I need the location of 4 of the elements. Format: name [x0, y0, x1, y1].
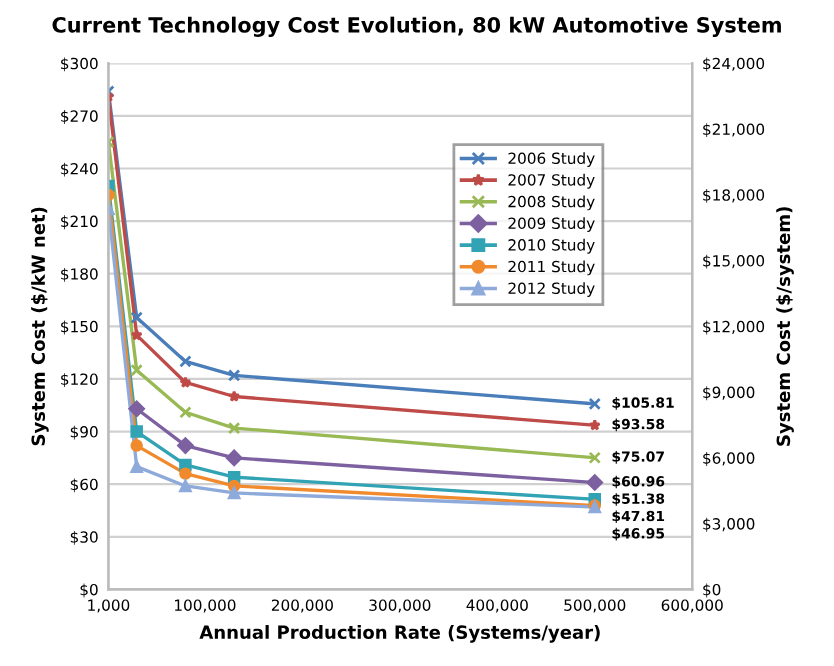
chart-title: Current Technology Cost Evolution, 80 kW Automotive System [52, 16, 781, 37]
y2-axis-title: System Cost ($/system) [776, 207, 794, 446]
x-axis-title: Annual Production Rate (Systems/year) [199, 625, 600, 643]
y-axis-title: System Cost ($/kW net) [31, 207, 49, 446]
